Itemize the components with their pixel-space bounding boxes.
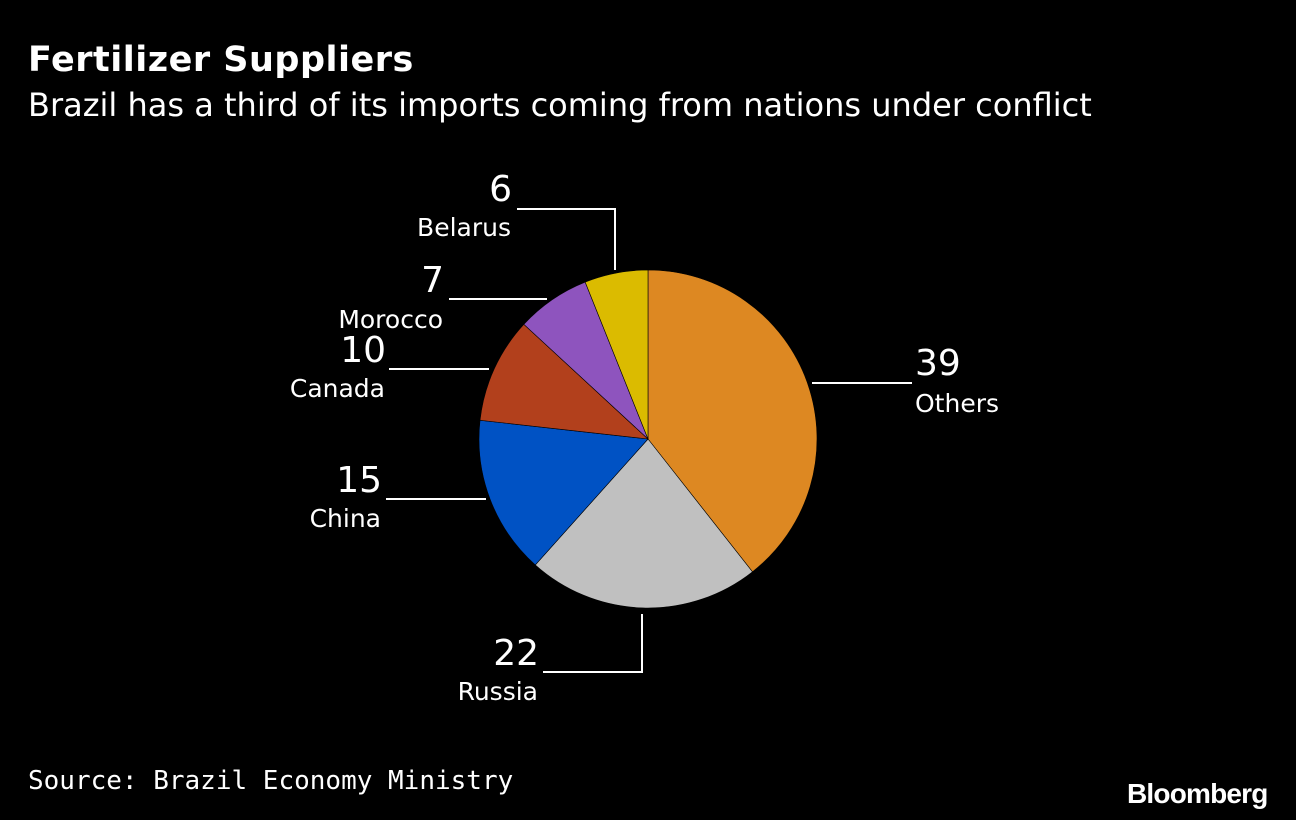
data-label-russia: 22: [493, 633, 539, 674]
bloomberg-logo: Bloomberg: [1127, 778, 1268, 809]
category-label-canada: Canada: [290, 374, 385, 403]
category-label-morocco: Morocco: [338, 305, 443, 334]
pie-slice-russia: [534, 438, 753, 609]
data-label-others: 39: [915, 343, 961, 384]
pie-slice-belarus: [584, 269, 649, 440]
chart-title: Fertilizer Suppliers: [28, 40, 414, 80]
category-label-belarus: Belarus: [417, 213, 511, 242]
category-label-others: Others: [915, 389, 999, 418]
pie-slice-canada: [479, 323, 649, 440]
data-label-belarus: 6: [489, 169, 512, 210]
data-label-china: 15: [336, 460, 382, 501]
data-label-canada: 10: [340, 330, 386, 371]
leader-line-russia: [543, 614, 643, 673]
category-label-russia: Russia: [458, 677, 538, 706]
pie-slice-china: [478, 419, 649, 566]
chart-subtitle: Brazil has a third of its imports coming…: [28, 86, 1092, 124]
data-label-morocco: 7: [421, 260, 444, 301]
category-label-china: China: [310, 504, 381, 533]
source-note: Source: Brazil Economy Ministry: [28, 766, 514, 796]
pie-slice-others: [647, 269, 818, 573]
leader-line-belarus: [517, 208, 616, 270]
